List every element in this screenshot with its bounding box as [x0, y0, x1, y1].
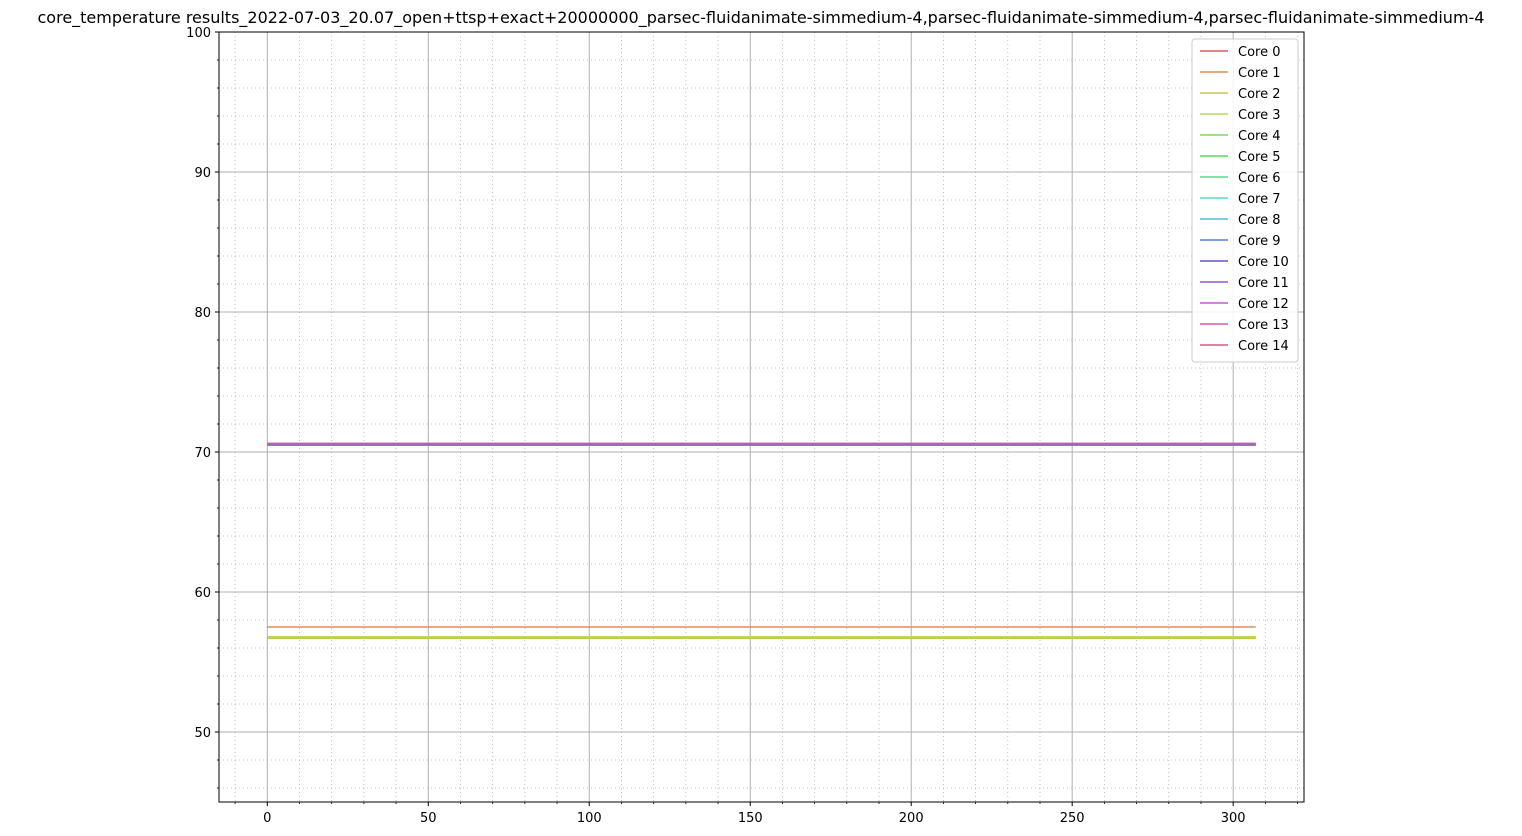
y-tick-label: 60: [194, 586, 211, 601]
legend-label: Core 13: [1238, 318, 1289, 333]
legend-label: Core 14: [1238, 339, 1289, 354]
legend-label: Core 4: [1238, 129, 1281, 144]
plot-frame: [218, 31, 1305, 803]
y-tick-label: 80: [194, 306, 211, 321]
chart-title: core_temperature results_2022-07-03_20.0…: [38, 8, 1485, 28]
x-tick-label: 250: [1060, 811, 1085, 826]
x-tick-label: 50: [420, 811, 437, 826]
legend-label: Core 1: [1238, 66, 1281, 81]
major-grid: [219, 31, 1304, 802]
legend-label: Core 0: [1238, 45, 1281, 60]
y-tick-label: 90: [194, 166, 211, 181]
x-tick-label: 200: [899, 811, 924, 826]
x-tick-label: 0: [263, 811, 271, 826]
legend-label: Core 6: [1238, 171, 1281, 186]
legend-label: Core 10: [1238, 255, 1289, 270]
y-tick-label: 50: [194, 726, 211, 741]
y-tick-label: 100: [186, 26, 211, 41]
legend-label: Core 5: [1238, 150, 1281, 165]
legend-label: Core 7: [1238, 192, 1281, 207]
legend-label: Core 8: [1238, 213, 1281, 228]
x-axis: 0 50 100 150 200 250 300: [234, 802, 1298, 826]
minor-grid: [219, 32, 1304, 802]
legend-label: Core 11: [1238, 276, 1289, 291]
y-tick-label: 70: [194, 446, 211, 461]
series-layer: [267, 442, 1256, 639]
x-tick-label: 150: [738, 811, 763, 826]
x-tick-label: 300: [1221, 811, 1246, 826]
legend: Core 0 Core 1 Core 2 Core 3 Core 4 Core 5 Core…: [1191, 38, 1299, 363]
legend-label: Core 3: [1238, 108, 1281, 123]
legend-label: Core 2: [1238, 87, 1281, 102]
legend-label: Core 9: [1238, 234, 1281, 249]
x-tick-label: 100: [577, 811, 602, 826]
legend-label: Core 12: [1238, 297, 1289, 312]
y-axis: 50 60 70 80 90 100: [186, 26, 219, 789]
